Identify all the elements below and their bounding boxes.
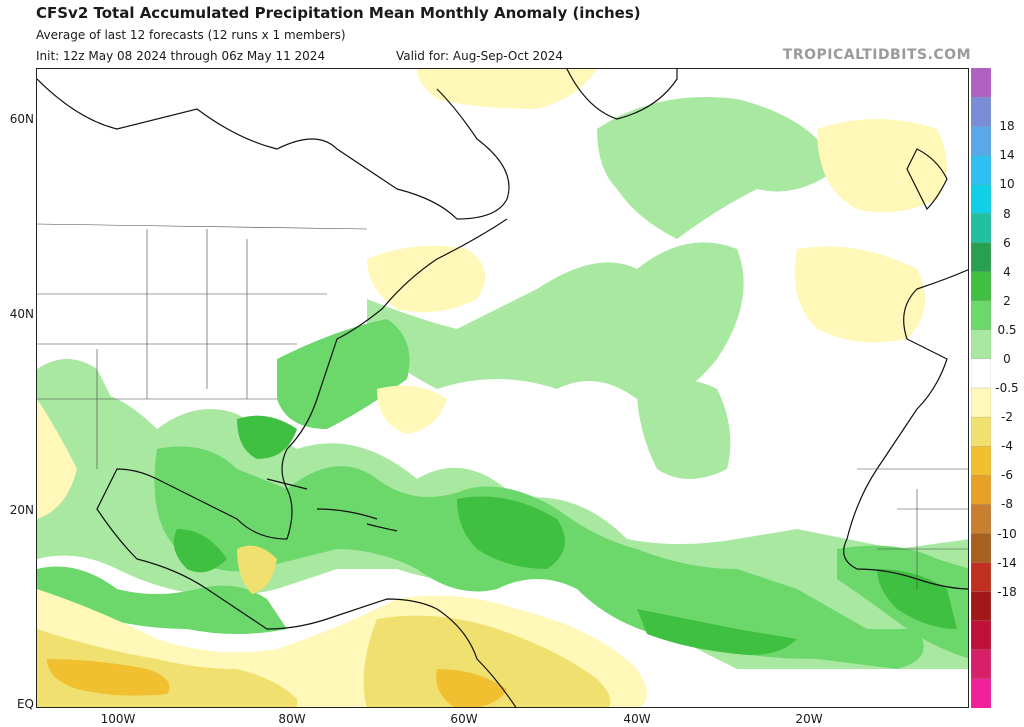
colorbar-swatch	[971, 155, 991, 186]
valid-period: Valid for: Aug-Sep-Oct 2024	[396, 49, 564, 63]
lat-label-20n: 20N	[9, 503, 34, 517]
brand-watermark: TROPICALTIDBITS.COM	[782, 47, 971, 63]
colorbar-swatch	[971, 649, 991, 680]
lon-label-40w: 40W	[623, 712, 651, 726]
colorbar-swatch	[971, 678, 991, 708]
colorbar-swatch	[971, 213, 991, 244]
colorbar-label: -0.5	[995, 381, 1019, 395]
coastlines	[37, 69, 968, 707]
colorbar-swatch	[971, 591, 991, 622]
colorbar-label: -10	[997, 526, 1017, 541]
colorbar-swatch	[971, 68, 991, 98]
lat-label-eq: EQ	[16, 697, 34, 711]
colorbar-label: -18	[997, 584, 1017, 599]
map-title: CFSv2 Total Accumulated Precipitation Me…	[36, 4, 641, 22]
colorbar-swatch	[971, 416, 991, 447]
colorbar-label: -4	[1001, 439, 1013, 454]
colorbar-label: 4	[1003, 264, 1011, 279]
colorbar-swatch	[971, 271, 991, 302]
colorbar-swatch	[971, 504, 991, 535]
colorbar-label: 8	[1003, 206, 1011, 221]
colorbar-label: -2	[1001, 410, 1013, 425]
colorbar-swatch	[971, 358, 991, 389]
lon-label-100w: 100W	[100, 712, 136, 726]
colorbar-swatch	[971, 242, 991, 273]
lon-label-80w: 80W	[278, 712, 306, 726]
colorbar-label: -14	[997, 555, 1017, 570]
colorbar-swatch	[971, 533, 991, 564]
lon-label-60w: 60W	[450, 712, 478, 726]
borders	[37, 223, 968, 589]
colorbar-swatch	[971, 562, 991, 593]
precip-anomaly-map	[36, 68, 969, 708]
colorbar-label: 14	[999, 148, 1015, 163]
colorbar-swatch	[971, 446, 991, 476]
colorbar-label: 6	[1003, 235, 1011, 250]
lat-label-40n: 40N	[9, 307, 34, 321]
colorbar-swatch	[971, 329, 991, 360]
map-subtitle: Average of last 12 forecasts (12 runs x …	[36, 28, 346, 42]
init-time: Init: 12z May 08 2024 through 06z May 11…	[36, 49, 326, 63]
lon-label-20w: 20W	[795, 712, 823, 726]
colorbar-label: 2	[1003, 293, 1011, 308]
anomaly-field-very-wet	[173, 415, 957, 655]
colorbar-swatch	[971, 475, 991, 506]
colorbar-swatch	[971, 387, 991, 418]
anomaly-field-very-dry	[47, 659, 507, 707]
colorbar-swatch	[971, 620, 991, 651]
colorbar-label: 10	[999, 177, 1015, 192]
colorbar-label: 0.5	[997, 322, 1017, 337]
colorbar-label: 18	[999, 119, 1015, 134]
colorbar-swatch	[971, 96, 991, 127]
colorbar-swatch	[971, 300, 991, 331]
lat-label-60n: 60N	[9, 112, 34, 126]
colorbar-label: -6	[1001, 468, 1013, 483]
colorbar-swatch	[971, 126, 991, 156]
map-canvas	[37, 69, 968, 707]
colorbar-swatch	[971, 184, 991, 215]
colorbar-label: 0	[1003, 351, 1011, 366]
colorbar-label: -8	[1001, 497, 1013, 512]
colorbar	[971, 68, 991, 708]
